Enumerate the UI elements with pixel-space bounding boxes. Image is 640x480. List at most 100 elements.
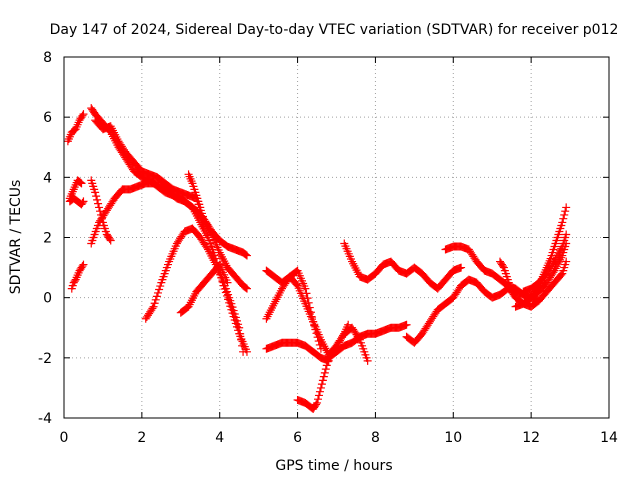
- data-point: [314, 395, 323, 404]
- data-point: [457, 263, 466, 272]
- data-point: [308, 313, 317, 322]
- data-point: [558, 218, 567, 227]
- data-point: [402, 320, 411, 329]
- data-point: [229, 306, 238, 315]
- data-point: [562, 257, 571, 266]
- data-point: [232, 316, 241, 325]
- data-point: [153, 288, 162, 297]
- data-point: [498, 262, 507, 271]
- series-track-3: [65, 194, 88, 209]
- y-tick-label: 0: [43, 291, 52, 307]
- y-tick-label: 8: [43, 50, 52, 66]
- data-point: [78, 262, 87, 271]
- grid-lines: [64, 57, 609, 418]
- data-point: [91, 188, 100, 197]
- y-tick-labels: -4 -2 0 2 4 6 8: [38, 50, 52, 427]
- x-tick-label: 14: [600, 430, 618, 446]
- data-point: [234, 320, 243, 329]
- series-track-1: [63, 110, 88, 146]
- data-point: [75, 177, 84, 186]
- data-point: [311, 325, 320, 334]
- data-point: [323, 357, 332, 366]
- data-point: [557, 270, 566, 279]
- data-point: [316, 383, 325, 392]
- series-track-13: [262, 266, 325, 353]
- y-tick-label: 2: [43, 231, 52, 247]
- data-point: [223, 278, 232, 287]
- data-point: [237, 335, 246, 344]
- data-point: [301, 284, 310, 293]
- y-axis-label: SDTVAR / TECUs: [8, 180, 24, 295]
- data-point: [312, 329, 321, 338]
- y-tick-label: -2: [38, 351, 52, 367]
- data-point: [79, 260, 88, 269]
- data-point: [77, 179, 86, 188]
- y-tick-label: 4: [43, 170, 52, 186]
- data-point: [314, 337, 323, 346]
- plot-frame: [63, 56, 610, 419]
- series-track-6: [91, 116, 251, 293]
- x-tick-label: 6: [293, 430, 302, 446]
- data-point: [315, 340, 324, 349]
- data-point: [562, 230, 571, 239]
- data-point: [316, 344, 325, 353]
- data-point: [93, 195, 102, 204]
- data-point: [148, 304, 157, 313]
- data-point: [304, 298, 313, 307]
- x-tick-label: 10: [444, 430, 462, 446]
- data-point: [302, 289, 311, 298]
- data-point: [96, 207, 105, 216]
- data-point: [79, 197, 88, 206]
- data-point: [321, 365, 330, 374]
- data-point: [151, 295, 160, 304]
- data-point: [70, 277, 79, 286]
- data-points: [63, 104, 571, 413]
- series-track-4: [67, 260, 88, 293]
- data-point: [306, 308, 315, 317]
- series-track-16: [324, 320, 411, 362]
- data-point: [238, 341, 247, 350]
- x-tick-label: 2: [137, 430, 146, 446]
- data-point: [315, 387, 324, 396]
- data-point: [241, 250, 250, 259]
- data-point: [320, 368, 329, 377]
- data-point: [94, 199, 103, 208]
- series-track-23: [511, 239, 571, 311]
- data-point: [319, 372, 328, 381]
- data-point: [227, 299, 236, 308]
- data-point: [322, 361, 331, 370]
- data-point: [313, 333, 322, 342]
- data-point: [149, 302, 158, 311]
- x-axis-label: GPS time / hours: [275, 458, 392, 474]
- data-point: [231, 313, 240, 322]
- data-point: [196, 203, 205, 212]
- data-point: [344, 320, 353, 329]
- series-track-10: [184, 170, 205, 212]
- data-point: [76, 178, 85, 187]
- data-point: [562, 203, 571, 212]
- data-point: [236, 329, 245, 338]
- data-point: [312, 400, 321, 409]
- data-point: [235, 323, 244, 332]
- data-point: [79, 110, 88, 119]
- series-track-14: [262, 338, 333, 365]
- data-point: [78, 111, 87, 120]
- data-point: [241, 250, 250, 259]
- data-point: [155, 285, 164, 294]
- data-point: [228, 303, 237, 312]
- data-point: [305, 303, 314, 312]
- y-tick-label: -4: [38, 411, 52, 427]
- data-point: [559, 214, 568, 223]
- data-point: [92, 192, 101, 201]
- data-point: [106, 236, 115, 245]
- data-point: [313, 398, 322, 407]
- data-point: [309, 317, 318, 326]
- series-track-11: [176, 260, 232, 317]
- data-point: [156, 282, 165, 291]
- data-point: [241, 283, 250, 292]
- data-point: [318, 376, 327, 385]
- data-point: [241, 283, 250, 292]
- data-point: [239, 347, 248, 356]
- data-point: [95, 203, 104, 212]
